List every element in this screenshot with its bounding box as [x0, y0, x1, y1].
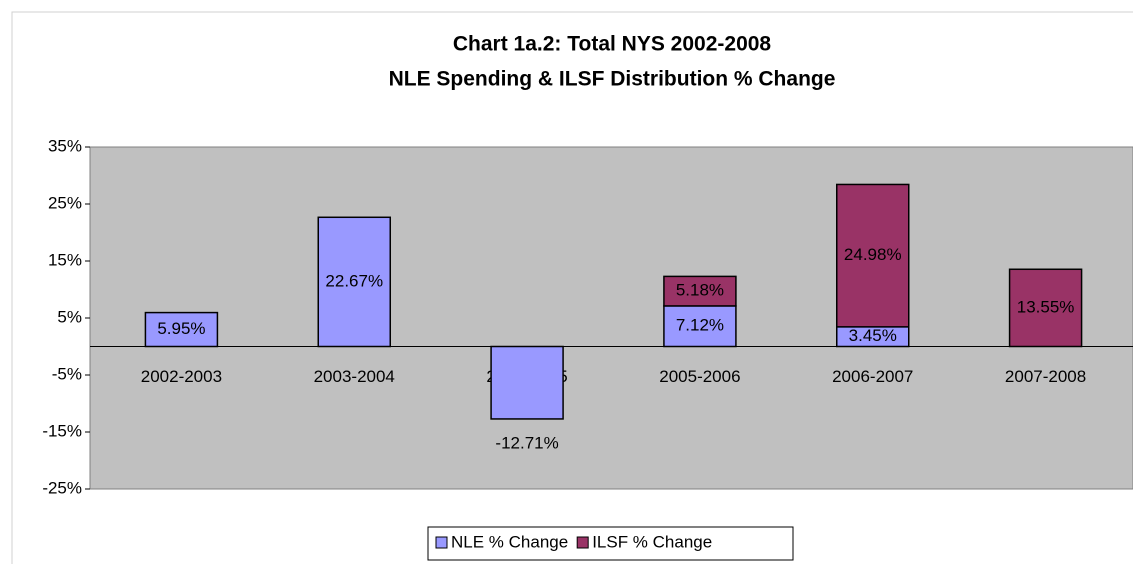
legend-label: ILSF % Change [592, 532, 712, 551]
legend-label: NLE % Change [451, 532, 568, 551]
data-label: -12.71% [495, 433, 558, 452]
data-label: 22.67% [325, 271, 383, 290]
y-tick-label: -5% [52, 364, 82, 383]
y-tick-label: 25% [48, 193, 82, 212]
data-label: 13.55% [1017, 297, 1075, 316]
bar-segment [144, 311, 219, 348]
bar-segment [663, 275, 737, 307]
chart-title: Chart 1a.2: Total NYS 2002-2008 [453, 33, 772, 56]
chart-subtitle: NLE Spending & ILSF Distribution % Chang… [389, 68, 836, 91]
bar-segment [490, 345, 564, 420]
y-tick-label: -15% [42, 421, 82, 440]
plot-area [89, 146, 1133, 490]
y-tick-label: 35% [48, 136, 82, 155]
chart-border [11, 11, 1133, 564]
y-tick-label: 15% [48, 250, 82, 269]
x-tick-label: 2002-2003 [141, 367, 222, 386]
legend-box [427, 526, 794, 561]
bar-segment [836, 183, 910, 328]
bar-segment [317, 216, 391, 348]
x-tick-label: 2007-2008 [1005, 367, 1086, 386]
legend-swatch [576, 536, 589, 549]
legend-swatch [435, 536, 448, 549]
data-label: 5.95% [157, 319, 205, 338]
x-tick-label: 2003-2004 [314, 367, 395, 386]
data-label: 7.12% [676, 316, 724, 335]
x-tick-label: 2005-2006 [659, 367, 740, 386]
x-tick-label: 2006-2007 [832, 367, 913, 386]
data-label: 5.18% [676, 281, 724, 300]
data-label: 3.45% [849, 326, 897, 345]
y-tick-label: 5% [57, 307, 82, 326]
y-tick-label: -25% [42, 478, 82, 497]
bar-segment [663, 305, 737, 348]
data-label: 24.98% [844, 245, 902, 264]
bar-segment [1008, 268, 1083, 348]
